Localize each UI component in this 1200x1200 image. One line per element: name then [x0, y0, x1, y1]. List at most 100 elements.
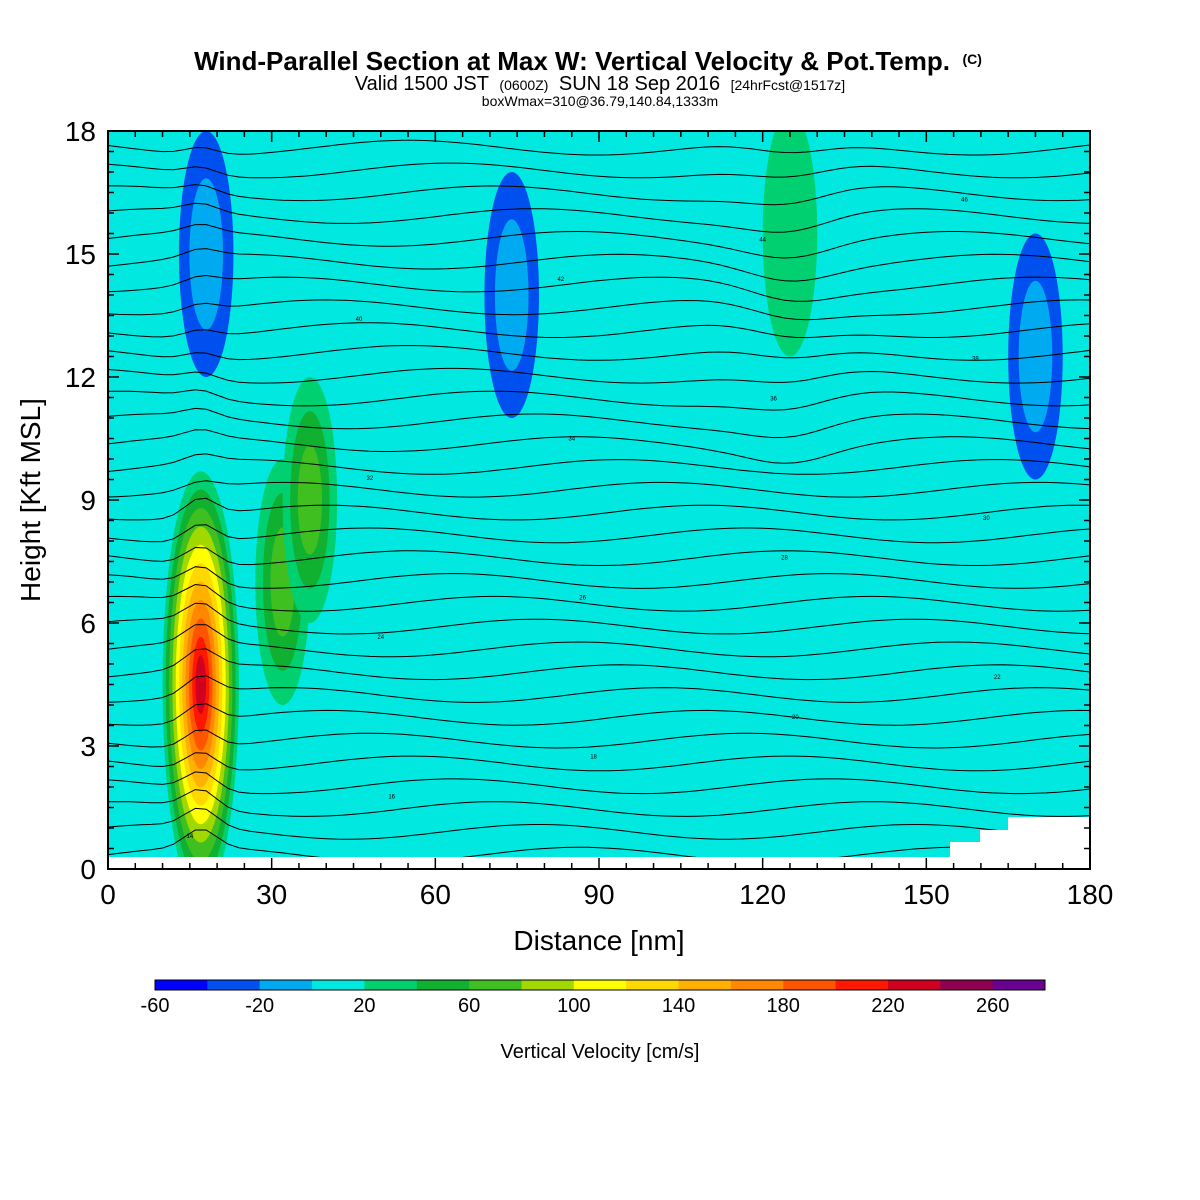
velocity-fields — [162, 131, 1063, 869]
theta-contour-13 — [108, 546, 1090, 567]
colorbar-tick-label: -20 — [245, 995, 274, 1017]
theta-contour-label: 18 — [590, 755, 597, 761]
title-main: Wind-Parallel Section at Max W: Vertical… — [194, 46, 950, 76]
colorbar-tick-label: 140 — [662, 995, 695, 1017]
colorbar-tick-label: 20 — [353, 995, 375, 1017]
theta-contour-3 — [108, 771, 1090, 795]
theta-contour-label: 44 — [759, 237, 766, 243]
plot-area: 14 16 18 20 22 24 26 28 30 32 34 36 38 40 42 44 46 — [108, 131, 1090, 869]
theta-contour-29 — [108, 184, 1090, 206]
theta-contour-11 — [108, 583, 1090, 612]
colorbar-swatch — [364, 980, 418, 990]
x-tick-label: 90 — [583, 879, 614, 910]
title-copyright: (C) — [962, 51, 981, 67]
y-tick-label: 6 — [80, 608, 96, 639]
theta-contour-10 — [108, 602, 1090, 635]
velocity-feature-5-level-1 — [494, 219, 529, 371]
x-tick-label: 120 — [739, 879, 786, 910]
colorbar-swatch — [207, 980, 261, 990]
y-tick-label: 15 — [65, 239, 96, 270]
chart-title: Wind-Parallel Section at Max W: Vertical… — [194, 46, 982, 76]
theta-contour-15 — [108, 497, 1090, 521]
box-info: boxWmax=310@36.79,140.84,1333m — [482, 93, 718, 109]
x-tick-label: 30 — [256, 879, 287, 910]
theta-contour-21 — [108, 367, 1090, 384]
theta-contours: 14 16 18 20 22 24 26 28 30 32 34 36 38 40 42 44 46 — [108, 139, 1090, 863]
colorbar-tick-label: 100 — [557, 995, 590, 1017]
colorbar-swatch — [678, 980, 732, 990]
y-tick-labels: 0 3 6 9 12 15 18 — [65, 116, 96, 885]
theta-contour-1 — [108, 807, 1090, 840]
theta-contour-label: 34 — [568, 436, 575, 442]
colorbar-swatch — [730, 980, 784, 990]
y-tick-label: 0 — [80, 854, 96, 885]
y-tick-label: 9 — [80, 485, 96, 516]
theta-contour-7 — [108, 675, 1090, 703]
colorbar-swatch — [626, 980, 680, 990]
y-tick-label: 3 — [80, 731, 96, 762]
colorbar-frame — [154, 979, 1046, 991]
velocity-feature-2-level-2 — [297, 445, 322, 555]
colorbar-swatch — [573, 980, 627, 990]
subtitle-date: SUN 18 Sep 2016 — [559, 73, 720, 95]
theta-contour-31 — [108, 139, 1090, 156]
colorbar-swatch — [259, 980, 313, 990]
theta-contour-20 — [108, 389, 1090, 411]
colorbar-swatch — [155, 980, 208, 990]
colorbar-swatch — [940, 980, 994, 990]
chart-subtitle: Valid 1500 JST (0600Z) SUN 18 Sep 2016 [… — [355, 73, 845, 95]
theta-contour-28 — [108, 202, 1090, 233]
colorbar-title: Vertical Velocity [cm/s] — [501, 1041, 700, 1063]
y-tick-label: 12 — [65, 362, 96, 393]
colorbar-swatch — [469, 980, 522, 990]
theta-contour-label: 14 — [186, 834, 193, 840]
velocity-feature-0-level-10 — [195, 655, 207, 714]
theta-contour-label: 46 — [961, 197, 968, 203]
theta-contour-0 — [108, 829, 1090, 863]
theta-contour-27 — [108, 224, 1090, 259]
colorbar-tick-label: 60 — [458, 995, 480, 1017]
colorbar-swatch — [835, 980, 889, 990]
colorbar-swatch — [992, 980, 1046, 990]
colorbar-labels: -60 -20 20 60 100 140 180 220 260 — [141, 995, 1010, 1017]
colorbar-swatch — [887, 980, 941, 990]
theta-contour-label: 38 — [972, 357, 979, 363]
theta-contour-label: 16 — [388, 794, 395, 800]
theta-contour-12 — [108, 566, 1090, 589]
theta-contour-4 — [108, 752, 1090, 772]
axis-ticks — [107, 130, 1091, 870]
colorbar-tick-label: 180 — [767, 995, 800, 1017]
theta-contour-label: 24 — [377, 635, 384, 641]
subtitle-valid: Valid 1500 JST — [355, 73, 489, 95]
colorbar — [154, 979, 1046, 991]
colorbar-tick-label: 260 — [976, 995, 1009, 1017]
theta-contour-6 — [108, 703, 1090, 726]
theta-contour-2 — [108, 789, 1090, 817]
theta-contour-22 — [108, 345, 1090, 361]
theta-contour-label: 30 — [983, 516, 990, 522]
theta-contour-label: 26 — [579, 595, 586, 601]
x-tick-label: 0 — [100, 879, 116, 910]
colorbar-tick-label: -60 — [141, 995, 170, 1017]
theta-contour-24 — [108, 299, 1090, 321]
theta-contour-label: 40 — [356, 317, 363, 323]
theta-contour-25 — [108, 274, 1090, 302]
y-tick-label: 18 — [65, 116, 96, 147]
velocity-feature-4-level-1 — [189, 178, 223, 330]
theta-contour-5 — [108, 729, 1090, 749]
subtitle-utc: (0600Z) — [499, 77, 548, 93]
theta-contour-26 — [108, 248, 1090, 282]
theta-contour-label: 22 — [994, 675, 1001, 681]
theta-contour-23 — [108, 322, 1090, 339]
subtitle-forecast: [24hrFcst@1517z] — [731, 77, 846, 93]
colorbar-swatch — [783, 980, 837, 990]
y-axis-label: Height [Kft MSL] — [15, 398, 46, 602]
theta-contour-8 — [108, 648, 1090, 681]
theta-contour-label: 36 — [770, 396, 777, 402]
theta-contour-14 — [108, 524, 1090, 544]
theta-contour-label: 20 — [792, 715, 799, 721]
x-tick-label: 180 — [1067, 879, 1114, 910]
x-tick-label: 60 — [420, 879, 451, 910]
x-axis-label: Distance [nm] — [513, 925, 684, 956]
